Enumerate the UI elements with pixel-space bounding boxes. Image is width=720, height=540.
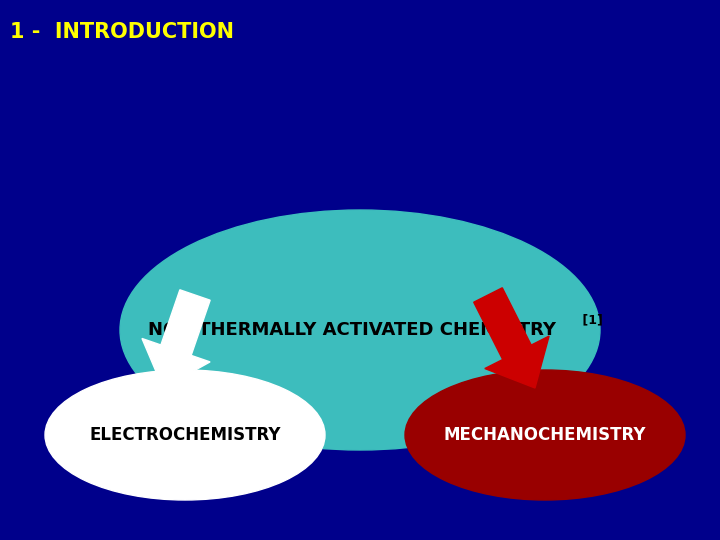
FancyArrow shape [474, 288, 549, 388]
Text: [1]: [1] [578, 314, 603, 327]
Text: ELECTROCHEMISTRY: ELECTROCHEMISTRY [89, 426, 281, 444]
Ellipse shape [405, 370, 685, 500]
Text: NON-THERMALLY ACTIVATED CHEMISTRY: NON-THERMALLY ACTIVATED CHEMISTRY [148, 321, 556, 339]
Ellipse shape [120, 210, 600, 450]
Text: MECHANOCHEMISTRY: MECHANOCHEMISTRY [444, 426, 647, 444]
Text: 1 -  INTRODUCTION: 1 - INTRODUCTION [10, 22, 234, 42]
FancyArrow shape [142, 290, 210, 388]
Ellipse shape [45, 370, 325, 500]
